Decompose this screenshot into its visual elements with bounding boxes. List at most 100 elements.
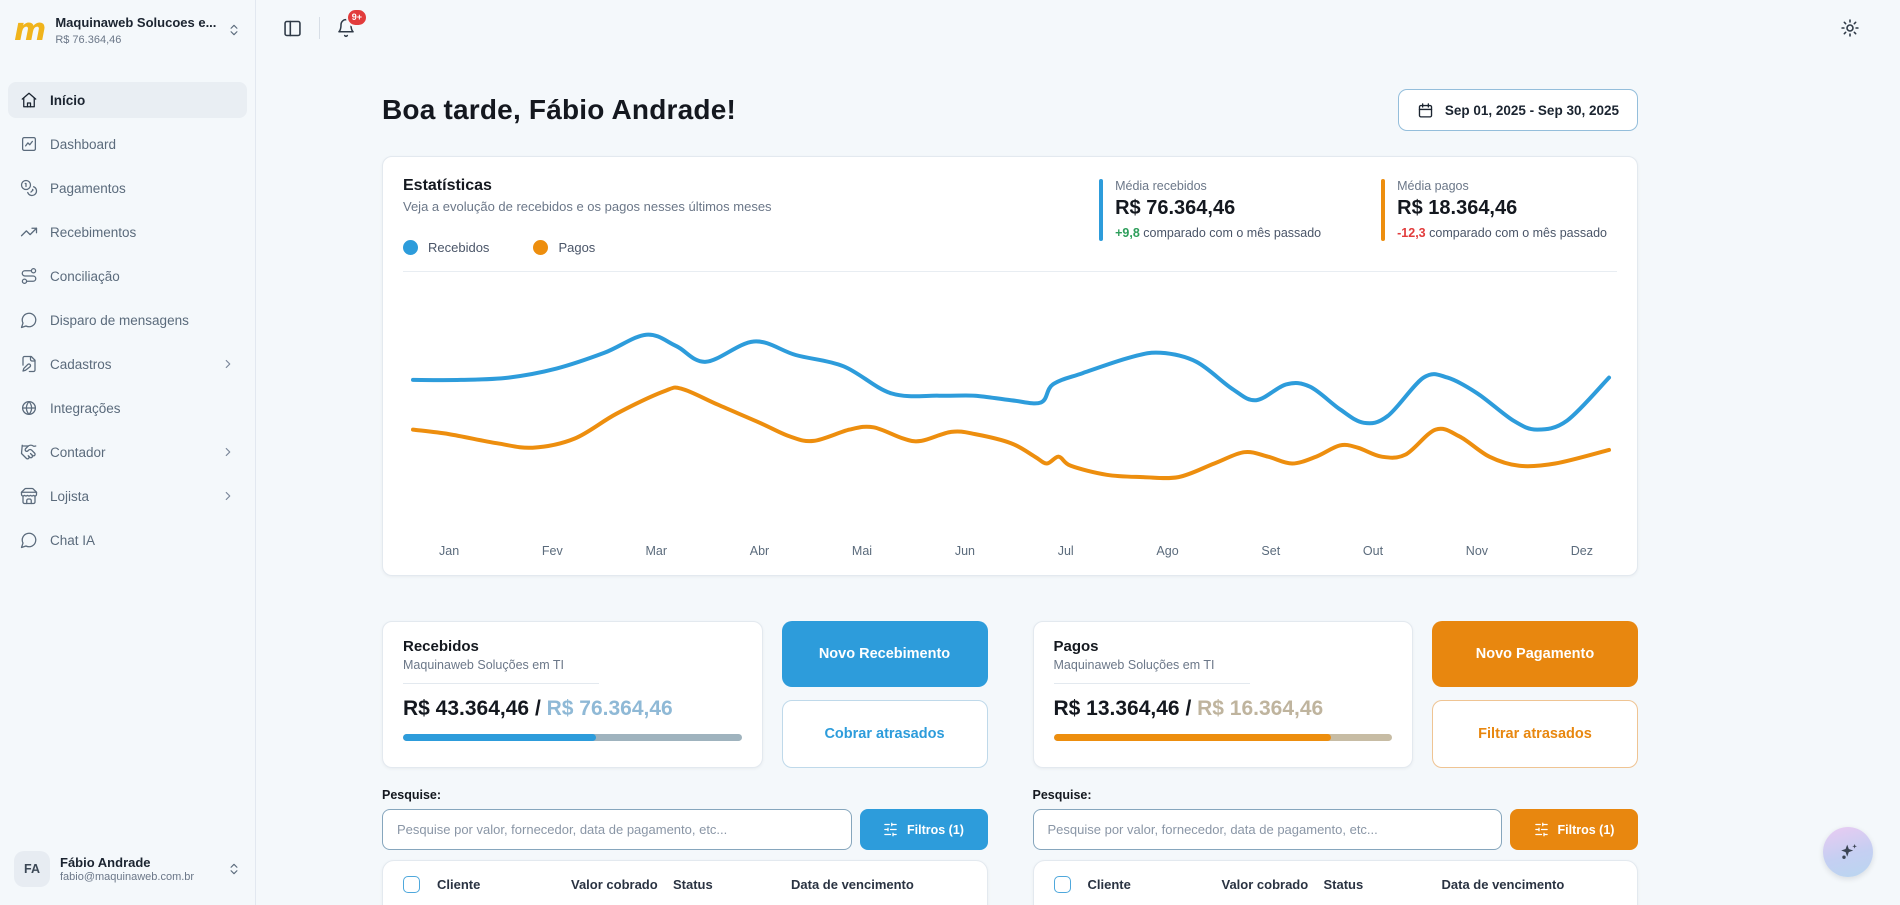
chevron-right-icon	[221, 357, 235, 371]
sun-icon	[1840, 18, 1860, 38]
select-all-checkbox[interactable]	[1053, 876, 1071, 893]
home-icon	[20, 91, 38, 109]
chart-x-label: Jan	[439, 544, 460, 558]
chart-series-pagos	[411, 385, 1611, 481]
recebidos-summary-card: Recebidos Maquinaweb Soluções em TI R$ 4…	[382, 621, 763, 768]
sidebar-toggle-button[interactable]	[280, 16, 305, 41]
date-range-label: Sep 01, 2025 - Sep 30, 2025	[1444, 102, 1619, 118]
novo-pagamento-button[interactable]: Novo Pagamento	[1432, 621, 1638, 687]
table-header-row: Cliente Valor cobrado Status Data de ven…	[1053, 876, 1618, 893]
ai-assistant-button[interactable]	[1823, 827, 1873, 877]
column-header-cliente: Cliente	[1087, 877, 1131, 892]
sidebar-item-lojista[interactable]: Lojista	[8, 478, 247, 514]
column-header-valor-cobrado: Valor cobrado	[1221, 877, 1309, 892]
recebimentos-search-input[interactable]	[382, 809, 852, 850]
sidebar-item-disparo-de-mensagens[interactable]: Disparo de mensagens	[8, 302, 247, 338]
line-chart: Jan Fev Mar Abr Mai Jun Jul Ago Set Out Nov Dez	[403, 271, 1617, 558]
chart-x-label: Abr	[749, 544, 770, 558]
sidebar-item-pagamentos[interactable]: Pagamentos	[8, 170, 247, 206]
user-email: fabio@maquinaweb.com.br	[60, 871, 195, 883]
message-circle-icon	[20, 531, 38, 549]
pagamentos-search-input[interactable]	[1032, 809, 1502, 850]
chart-legend: Recebidos Pagos	[403, 240, 772, 255]
legend-dot-recebidos	[403, 240, 418, 255]
panel-left-icon	[282, 18, 303, 39]
chart-x-label: Mar	[645, 544, 667, 558]
kpi-media-pagos: Média pagos R$ 18.364,46 -12,3 comparado…	[1381, 179, 1607, 241]
chart-x-label: Mai	[851, 544, 873, 558]
pagamentos-filters-button[interactable]: Filtros (1)	[1510, 809, 1638, 850]
sidebar: m Maquinaweb Solucoes e... R$ 76.364,46 …	[0, 0, 256, 905]
kpi-accent-bar	[1381, 179, 1386, 241]
chart-icon	[20, 135, 38, 153]
statistics-title: Estatísticas	[403, 177, 492, 194]
column-header-status: Status	[673, 877, 713, 892]
pagos-progress-bar	[1053, 734, 1392, 741]
recebidos-values: R$ 43.364,46 / R$ 76.364,46	[403, 697, 673, 720]
legend-dot-pagos	[533, 240, 549, 255]
recebimentos-table: Cliente Valor cobrado Status Data de ven…	[382, 860, 988, 905]
date-range-button[interactable]: Sep 01, 2025 - Sep 30, 2025	[1397, 89, 1638, 131]
chart-x-label: Ago	[1156, 544, 1179, 558]
column-header-status: Status	[1323, 877, 1364, 892]
chart-x-label: Fev	[541, 544, 563, 558]
sidebar-item-contador[interactable]: Contador	[8, 434, 247, 470]
chevron-right-icon	[221, 489, 235, 503]
chart-x-label: Nov	[1465, 544, 1489, 558]
trending-up-icon	[20, 223, 38, 241]
chart-x-label: Set	[1261, 544, 1281, 558]
filtrar-atrasados-button[interactable]: Filtrar atrasados	[1432, 700, 1638, 768]
org-switcher[interactable]: m Maquinaweb Solucoes e... R$ 76.364,46	[8, 12, 247, 48]
notifications-badge: 9+	[345, 8, 368, 27]
chevrons-up-down-icon	[227, 862, 241, 876]
chart-x-label: Jun	[954, 544, 975, 558]
coins-icon	[20, 179, 38, 197]
topbar: 9+	[256, 0, 1900, 56]
search-label: Pesquise:	[382, 788, 442, 802]
sidebar-item-chat-ia[interactable]: Chat IA	[8, 522, 247, 558]
chart-x-label: Dez	[1570, 544, 1593, 558]
statistics-subtitle: Veja a evolução de recebidos e os pagos …	[403, 199, 772, 214]
sidebar-item-conciliacao[interactable]: Conciliação	[8, 258, 247, 294]
sidebar-item-recebimentos[interactable]: Recebimentos	[8, 214, 247, 250]
select-all-checkbox[interactable]	[403, 876, 420, 893]
handshake-icon	[20, 443, 38, 461]
sidebar-item-inicio[interactable]: Início	[8, 82, 247, 118]
user-name: Fábio Andrade	[60, 855, 151, 870]
sparkles-icon	[1836, 840, 1860, 864]
chart-x-axis-labels: Jan Fev Mar Abr Mai Jun Jul Ago Set Out Nov Dez	[403, 535, 1617, 558]
statistics-card: Estatísticas Veja a evolução de recebido…	[382, 156, 1638, 576]
chart-x-label: Out	[1362, 544, 1384, 558]
legend-item-pagos: Pagos	[533, 240, 595, 255]
recebimentos-filters-button[interactable]: Filtros (1)	[859, 809, 988, 850]
novo-recebimento-button[interactable]: Novo Recebimento	[781, 621, 988, 687]
pagamentos-table: Cliente Valor cobrado Status Data de ven…	[1032, 860, 1638, 905]
line-chart-canvas	[411, 332, 1611, 481]
brand-logo: m	[14, 12, 47, 48]
message-circle-icon	[20, 311, 38, 329]
pagos-values: R$ 13.364,46 / R$ 16.364,46	[1053, 697, 1324, 720]
calendar-icon	[1417, 102, 1434, 119]
recebimentos-list-panel: Pesquise: Filtros (1) Cliente	[382, 788, 988, 905]
chart-x-label: Jul	[1057, 544, 1074, 558]
theme-toggle-button[interactable]	[1838, 16, 1862, 40]
chevrons-up-down-icon	[227, 23, 241, 37]
user-menu[interactable]: FA Fábio Andrade fabio@maquinaweb.com.br	[8, 847, 247, 891]
globe-icon	[20, 399, 38, 417]
kpi-accent-bar	[1099, 179, 1104, 241]
file-pen-icon	[20, 355, 38, 373]
column-header-data-de-vencimento: Data de vencimento	[791, 877, 914, 892]
cobrar-atrasados-button[interactable]: Cobrar atrasados	[781, 700, 988, 768]
store-icon	[20, 487, 38, 505]
notifications-button[interactable]: 9+	[334, 8, 368, 40]
recebidos-progress-bar	[403, 734, 742, 741]
avatar: FA	[14, 851, 50, 887]
sidebar-item-cadastros[interactable]: Cadastros	[8, 346, 247, 382]
sidebar-item-dashboard[interactable]: Dashboard	[8, 126, 247, 162]
pagos-subtitle: Maquinaweb Soluções em TI	[1053, 658, 1215, 672]
topbar-divider	[319, 17, 320, 39]
sidebar-item-integracoes[interactable]: Integrações	[8, 390, 247, 426]
search-label: Pesquise:	[1032, 788, 1092, 802]
recebidos-subtitle: Maquinaweb Soluções em TI	[403, 658, 564, 672]
